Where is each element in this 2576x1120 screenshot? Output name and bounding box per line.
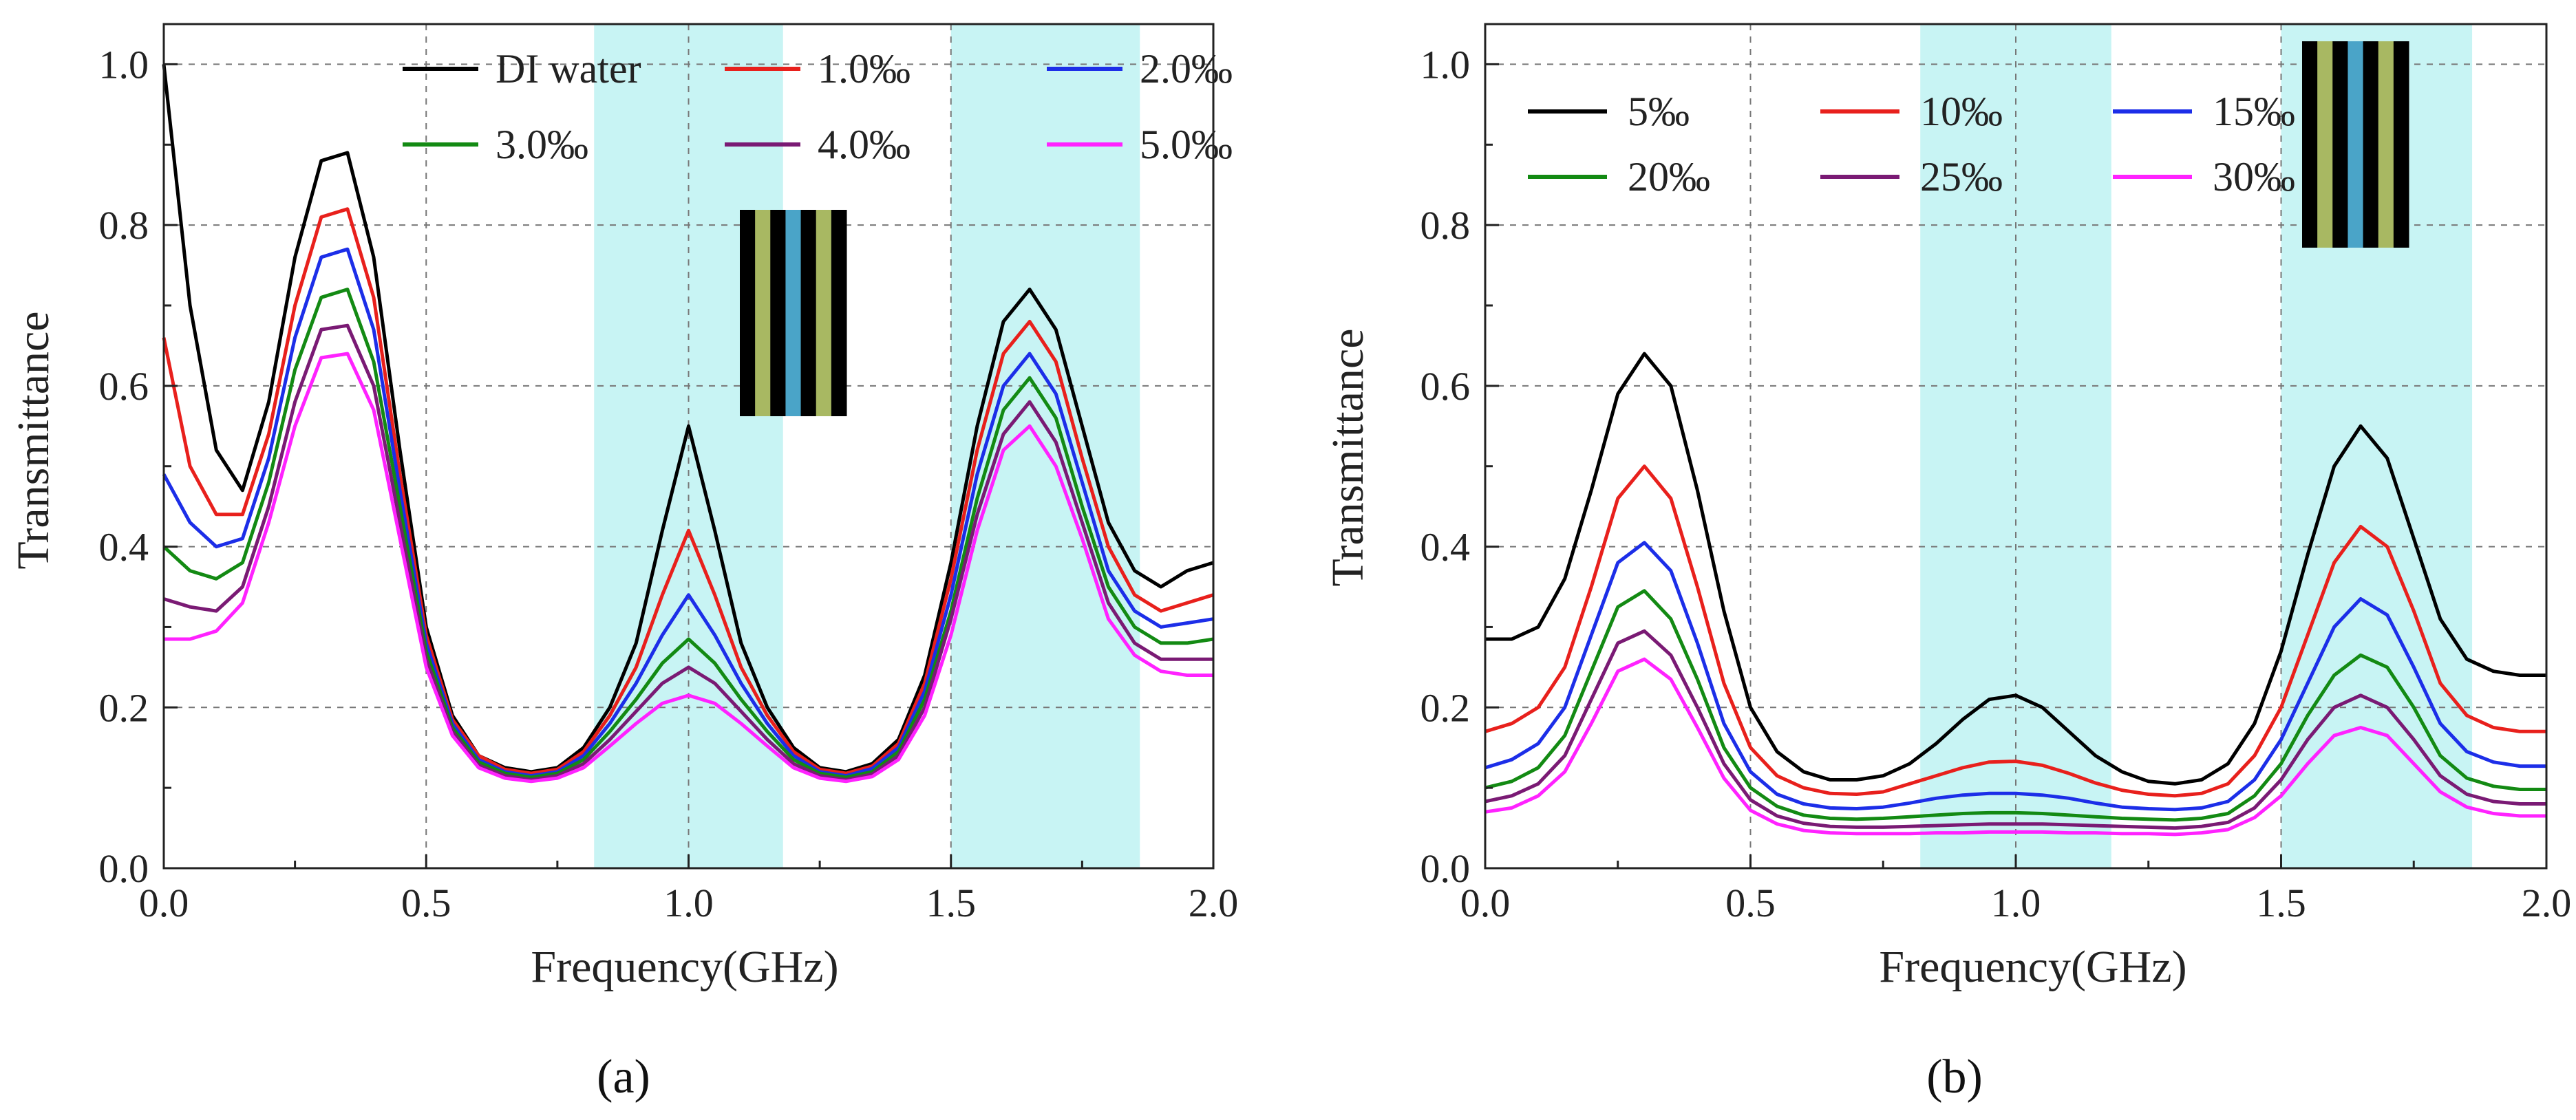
legend-label-b-1: 5‰: [1628, 89, 1690, 134]
series-line-a-4: [162, 288, 1214, 779]
legend-label-a-5: 4.0‰: [818, 122, 911, 167]
legend-label-a-3: 2.0‰: [1140, 46, 1233, 91]
y-tick-label-b-1: 0.0: [1420, 846, 1471, 891]
legend-label-a-1: DI water: [496, 46, 641, 91]
stripe-b-6: [2378, 41, 2394, 248]
y-tick-label-a-2: 0.2: [99, 685, 149, 730]
stripe-a-1: [740, 210, 756, 416]
legend-label-a-2: 1.0‰: [818, 46, 911, 91]
series-line-a-1: [162, 64, 1214, 774]
legend-label-a-6: 5.0‰: [1140, 122, 1233, 167]
legend-label-b-3: 15‰: [2213, 89, 2295, 134]
layer-stripes-icon-a: [740, 210, 847, 416]
x-tick-label-b-4: 1.5: [2256, 881, 2306, 925]
y-axis-title-b: Transmittance: [1323, 328, 1373, 586]
y-tick-label-a-5: 0.8: [99, 203, 149, 248]
legend-a: DI water 1.0‰ 2.0‰ 3.0‰ 4.0‰ 5.0‰: [403, 46, 1233, 167]
stripe-a-3: [770, 210, 786, 416]
x-tick-label-a-4: 1.5: [926, 881, 977, 925]
y-axis-title-a: Transmittance: [8, 311, 58, 569]
stripe-b-4: [2348, 41, 2364, 248]
stripe-b-3: [2332, 41, 2348, 248]
series-line-a-3: [162, 247, 1214, 778]
series-line-b-5: [1484, 629, 2546, 830]
x-tick-label-a-3: 1.0: [663, 881, 714, 925]
stripe-a-6: [816, 210, 832, 416]
y-tick-label-a-1: 0.0: [99, 846, 149, 891]
panel-label-a: (a): [597, 1051, 650, 1103]
legend-label-a-4: 3.0‰: [496, 122, 588, 167]
x-axis-title-a: Frequency(GHz): [531, 942, 838, 992]
y-tick-label-a-3: 0.4: [99, 525, 149, 570]
legend-label-b-4: 20‰: [1628, 154, 1710, 200]
series-line-a-5: [163, 323, 1213, 782]
layer-stripes-icon-b: [2302, 41, 2409, 248]
series-line-a-2: [162, 207, 1214, 775]
stripe-a-2: [755, 210, 771, 416]
x-tick-label-b-3: 1.0: [1991, 881, 2041, 925]
x-tick-label-b-5: 2.0: [2522, 881, 2572, 925]
series-line-b-6: [1484, 657, 2546, 837]
chart-panel-a: Transmittance Frequency(GHz) (a) 0.0 0.5 1…: [8, 23, 1239, 1103]
y-tick-label-b-3: 0.4: [1420, 525, 1471, 570]
stripe-b-7: [2393, 41, 2409, 248]
series-line-a-6: [164, 352, 1213, 784]
series-line-b-3: [1484, 541, 2546, 812]
stripe-b-5: [2363, 41, 2379, 248]
stripe-a-7: [831, 210, 847, 416]
x-tick-label-a-5: 2.0: [1189, 881, 1239, 925]
panel-label-b: (b): [1926, 1051, 1983, 1103]
y-tick-label-b-4: 0.6: [1420, 364, 1471, 409]
y-tick-label-a-4: 0.6: [99, 364, 149, 409]
stripe-b-1: [2302, 41, 2318, 248]
y-tick-label-b-2: 0.2: [1420, 685, 1471, 730]
y-tick-label-b-5: 0.8: [1420, 203, 1471, 248]
shaded-band-a-2: [950, 24, 1140, 868]
x-tick-label-b-2: 0.5: [1725, 881, 1776, 925]
y-tick-label-b-6: 1.0: [1420, 42, 1471, 87]
stripe-a-5: [800, 210, 817, 416]
series-line-b-2: [1484, 464, 2546, 798]
stripe-a-4: [785, 210, 802, 416]
series-line-b-4: [1484, 589, 2546, 822]
x-tick-label-a-1: 0.0: [139, 881, 189, 925]
x-tick-label-b-1: 0.0: [1460, 881, 1511, 925]
legend-label-b-6: 30‰: [2213, 154, 2295, 200]
legend-b: 5‰ 10‰ 15‰ 20‰ 25‰ 30‰: [1528, 89, 2295, 200]
legend-label-b-2: 10‰: [1920, 89, 2003, 134]
x-axis-title-b: Frequency(GHz): [1879, 942, 2186, 992]
chart-panel-b: Transmittance Frequency(GHz) (b) 0.0 0.5 1…: [1323, 23, 2572, 1103]
series-line-b-1: [1485, 352, 2546, 786]
legend-label-b-5: 25‰: [1920, 154, 2003, 200]
y-tick-label-a-6: 1.0: [99, 42, 149, 87]
stripe-b-2: [2317, 41, 2333, 248]
x-tick-label-a-2: 0.5: [401, 881, 451, 925]
